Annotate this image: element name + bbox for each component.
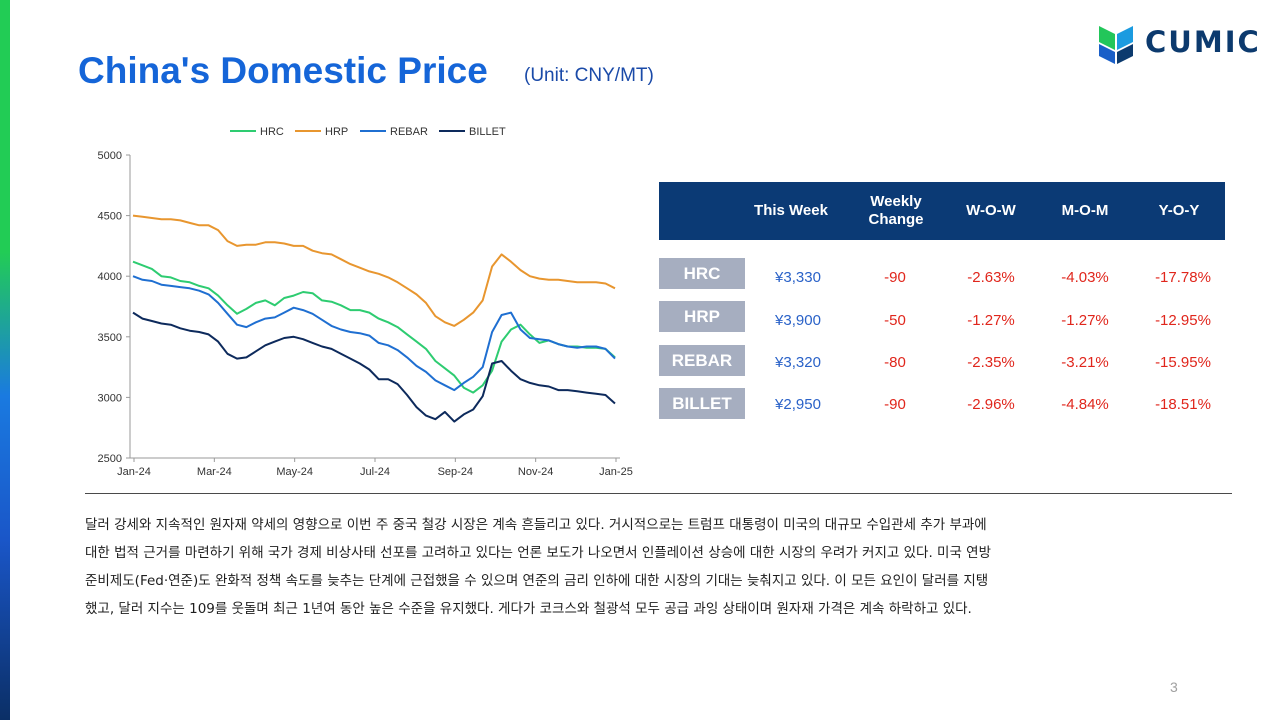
legend-label-hrc: HRC <box>260 126 284 138</box>
commentary: 달러 강세와 지속적인 원자재 약세의 영향으로 이번 주 중국 철강 시장은 … <box>85 511 1235 623</box>
y-tick-label: 2500 <box>98 453 122 465</box>
row-label: REBAR <box>659 345 745 376</box>
cell-yoy: -18.51% <box>1155 396 1211 413</box>
commentary-line: 달러 강세와 지속적인 원자재 약세의 영향으로 이번 주 중국 철강 시장은 … <box>85 517 987 533</box>
x-tick-label: Jan-25 <box>599 466 633 478</box>
x-tick-label: Jan-24 <box>117 466 151 478</box>
x-tick-label: May-24 <box>276 466 313 478</box>
commentary-line: 대한 법적 근거를 마련하기 위해 국가 경제 비상사태 선포를 고려하고 있다… <box>85 545 991 561</box>
y-tick-label: 4500 <box>98 211 122 223</box>
divider-line <box>85 493 1232 494</box>
cell-weekly-change: -90 <box>884 396 906 413</box>
cell-weekly-change: -80 <box>884 354 906 371</box>
commentary-line: 준비제도(Fed·연준)도 완화적 정책 속도를 늦추는 단계에 근접했을 수 … <box>85 573 989 589</box>
x-tick-label: Sep-24 <box>438 466 473 478</box>
cell-wow: -2.35% <box>967 354 1015 371</box>
header-weekly-change: Weekly Change <box>868 193 924 228</box>
header-wow: W-O-W <box>966 202 1016 219</box>
cell-yoy: -15.95% <box>1155 354 1211 371</box>
cell-weekly-change: -50 <box>884 312 906 329</box>
cell-wow: -2.96% <box>967 396 1015 413</box>
cell-this-week: ¥3,900 <box>775 312 821 329</box>
cell-mom: -1.27% <box>1061 312 1109 329</box>
cell-wow: -1.27% <box>967 312 1015 329</box>
brand-name: CUMIC <box>1145 25 1261 59</box>
cell-weekly-change: -90 <box>884 269 906 286</box>
commentary-line: 했고, 달러 지수는 109를 웃돌며 최근 1년여 동안 높은 수준을 유지했… <box>85 601 972 617</box>
y-tick-label: 4000 <box>98 271 122 283</box>
legend-label-billet: BILLET <box>469 126 506 138</box>
price-line-chart: 2500 3000 3500 4000 4500 5000 Jan-24 Mar-24 May-… <box>98 126 633 478</box>
legend-label-rebar: REBAR <box>390 126 428 138</box>
cell-mom: -4.03% <box>1061 269 1109 286</box>
page-title: China's Domestic Price <box>78 50 488 91</box>
cumic-leaf-icon <box>1099 26 1133 64</box>
y-tick-label: 3500 <box>98 332 122 344</box>
header-this-week: This Week <box>754 202 828 219</box>
unit-label: (Unit: CNY/MT) <box>524 65 654 86</box>
x-tick-label: Nov-24 <box>518 466 553 478</box>
cell-wow: -2.63% <box>967 269 1015 286</box>
row-label: BILLET <box>659 388 745 419</box>
y-tick-label: 3000 <box>98 392 122 404</box>
cell-this-week: ¥3,330 <box>775 269 821 286</box>
brand-logo: CUMIC <box>1097 20 1261 64</box>
row-label: HRC <box>659 258 745 289</box>
header-mom: M-O-M <box>1061 202 1109 219</box>
cell-yoy: -17.78% <box>1155 269 1211 286</box>
page-number: 3 <box>1170 679 1178 695</box>
x-tick-label: Jul-24 <box>360 466 390 478</box>
x-tick-label: Mar-24 <box>197 466 232 478</box>
table-header: This Week Weekly Change W-O-W M-O-M Y-O-… <box>659 182 1225 240</box>
accent-stripe <box>0 0 10 720</box>
row-label: HRP <box>659 301 745 332</box>
legend-label-hrp: HRP <box>325 126 348 138</box>
cell-mom: -3.21% <box>1061 354 1109 371</box>
series-line-billet <box>132 311 616 423</box>
cell-this-week: ¥3,320 <box>775 354 821 371</box>
series-line-hrp <box>132 214 616 327</box>
cell-yoy: -12.95% <box>1155 312 1211 329</box>
cell-mom: -4.84% <box>1061 396 1109 413</box>
series-line-rebar <box>132 275 616 392</box>
cell-this-week: ¥2,950 <box>775 396 821 413</box>
y-tick-label: 5000 <box>98 150 122 162</box>
header-yoy: Y-O-Y <box>1158 202 1200 219</box>
